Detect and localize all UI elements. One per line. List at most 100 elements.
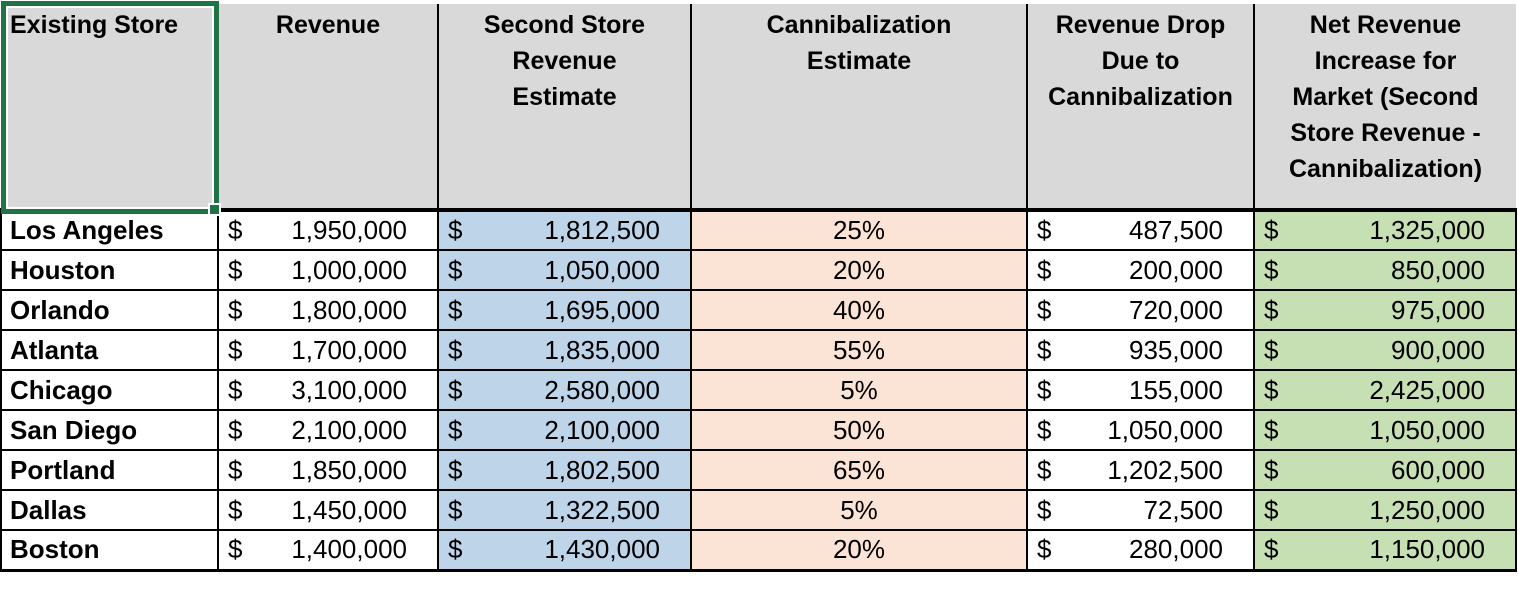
cell-cannibalization-estimate[interactable]: 25% [690,209,1028,251]
cell-net-revenue-increase-value: 1,150,000 [1369,534,1485,565]
cell-second-store-revenue-value: 1,812,500 [544,215,660,245]
cell-net-revenue-increase-value: 600,000 [1391,454,1485,485]
cell-net-revenue-increase[interactable]: $1,050,000 [1253,409,1517,451]
cell-net-revenue-increase[interactable]: $1,150,000 [1253,529,1517,572]
currency-symbol: $ [448,534,463,565]
cell-revenue[interactable]: $3,100,000 [217,369,439,411]
cell-revenue-drop[interactable]: $72,500 [1026,489,1255,531]
currency-symbol: $ [228,254,243,285]
cell-net-revenue-increase-value: 900,000 [1391,334,1485,365]
cell-cannibalization-estimate[interactable]: 20% [690,529,1028,572]
cell-net-revenue-increase[interactable]: $1,250,000 [1253,489,1517,531]
cell-revenue-value: 2,100,000 [291,414,407,445]
cell-net-revenue-increase[interactable]: $600,000 [1253,449,1517,491]
currency-symbol: $ [448,215,463,245]
cell-net-revenue-increase[interactable]: $900,000 [1253,329,1517,371]
cell-revenue-drop[interactable]: $200,000 [1026,249,1255,291]
table-row: Chicago $3,100,000 $2,580,000 5% $155,000 $2,… [0,369,1517,411]
cell-second-store-revenue[interactable]: $1,695,000 [437,289,692,331]
cell-net-revenue-increase[interactable]: $850,000 [1253,249,1517,291]
currency-symbol: $ [1264,374,1279,405]
cell-net-revenue-increase[interactable]: $2,425,000 [1253,369,1517,411]
cell-revenue[interactable]: $1,700,000 [217,329,439,371]
cell-second-store-revenue[interactable]: $2,580,000 [437,369,692,411]
cell-cannibalization-estimate[interactable]: 50% [690,409,1028,451]
cell-cannibalization-estimate[interactable]: 5% [690,369,1028,411]
cell-second-store-revenue[interactable]: $1,812,500 [437,209,692,251]
cell-revenue-drop[interactable]: $280,000 [1026,529,1255,572]
cell-second-store-revenue-value: 1,835,000 [544,334,660,365]
cell-store-name[interactable]: Portland [0,449,219,491]
cell-second-store-revenue[interactable]: $1,835,000 [437,329,692,371]
cell-revenue-value: 1,850,000 [291,454,407,485]
cell-cannibalization-estimate[interactable]: 20% [690,249,1028,291]
header-cannibalization-estimate[interactable]: Cannibalization Estimate [690,4,1028,212]
cell-second-store-revenue-value: 1,430,000 [544,534,660,565]
cell-cannibalization-estimate[interactable]: 65% [690,449,1028,491]
cell-store-name[interactable]: San Diego [0,409,219,451]
cell-revenue[interactable]: $1,450,000 [217,489,439,531]
header-revenue-drop[interactable]: Revenue Drop Due to Cannibalization [1026,4,1255,212]
cell-store-name[interactable]: Atlanta [0,329,219,371]
cell-cannibalization-estimate[interactable]: 40% [690,289,1028,331]
table-row: Los Angeles $1,950,000 $1,812,500 25% $487,5… [0,209,1517,251]
cell-net-revenue-increase[interactable]: $975,000 [1253,289,1517,331]
cell-revenue-drop[interactable]: $487,500 [1026,209,1255,251]
cell-store-name[interactable]: Houston [0,249,219,291]
header-second-store-revenue-estimate[interactable]: Second Store Revenue Estimate [437,4,692,212]
cell-revenue-drop[interactable]: $720,000 [1026,289,1255,331]
currency-symbol: $ [1037,254,1052,285]
cell-net-revenue-increase-value: 975,000 [1391,294,1485,325]
cell-store-name[interactable]: Dallas [0,489,219,531]
cell-revenue[interactable]: $1,850,000 [217,449,439,491]
cell-cannibalization-estimate[interactable]: 55% [690,329,1028,371]
currency-symbol: $ [1264,454,1279,485]
cell-store-name[interactable]: Boston [0,529,219,572]
cell-revenue[interactable]: $1,400,000 [217,529,439,572]
currency-symbol: $ [448,254,463,285]
cell-revenue-drop[interactable]: $935,000 [1026,329,1255,371]
cell-second-store-revenue[interactable]: $2,100,000 [437,409,692,451]
currency-symbol: $ [448,334,463,365]
cannibalization-analysis-table: Existing Store Revenue Second Store Reve… [0,4,1517,572]
currency-symbol: $ [448,494,463,525]
cell-second-store-revenue[interactable]: $1,802,500 [437,449,692,491]
header-existing-store[interactable]: Existing Store [1,4,219,212]
cell-revenue-value: 1,450,000 [291,494,407,525]
cell-net-revenue-increase[interactable]: $1,325,000 [1253,209,1517,251]
table-row: San Diego $2,100,000 $2,100,000 50% $1,050,0… [0,409,1517,451]
currency-symbol: $ [448,374,463,405]
cell-revenue-value: 1,700,000 [291,334,407,365]
cell-second-store-revenue[interactable]: $1,430,000 [437,529,692,572]
currency-symbol: $ [1037,454,1052,485]
currency-symbol: $ [1037,414,1052,445]
table-body: Los Angeles $1,950,000 $1,812,500 25% $487,5… [0,209,1517,572]
cell-revenue-drop[interactable]: $155,000 [1026,369,1255,411]
cell-revenue-drop-value: 720,000 [1129,294,1223,325]
cell-second-store-revenue-value: 2,100,000 [544,414,660,445]
cell-revenue-drop[interactable]: $1,050,000 [1026,409,1255,451]
header-net-revenue-increase[interactable]: Net Revenue Increase for Market (Second … [1253,4,1516,212]
cell-store-name[interactable]: Orlando [0,289,219,331]
currency-symbol: $ [1264,215,1279,245]
cell-second-store-revenue[interactable]: $1,050,000 [437,249,692,291]
cell-second-store-revenue[interactable]: $1,322,500 [437,489,692,531]
cell-store-name[interactable]: Chicago [0,369,219,411]
cell-revenue[interactable]: $1,800,000 [217,289,439,331]
cell-revenue-drop[interactable]: $1,202,500 [1026,449,1255,491]
cell-revenue[interactable]: $1,000,000 [217,249,439,291]
cell-revenue[interactable]: $2,100,000 [217,409,439,451]
fill-handle[interactable] [208,203,221,216]
table-row: Atlanta $1,700,000 $1,835,000 55% $935,000 $9… [0,329,1517,371]
currency-symbol: $ [448,294,463,325]
cell-cannibalization-estimate[interactable]: 5% [690,489,1028,531]
cell-revenue-drop-value: 1,202,500 [1107,454,1223,485]
cell-store-name[interactable]: Los Angeles [0,209,219,251]
cell-revenue[interactable]: $1,950,000 [217,209,439,251]
currency-symbol: $ [1264,494,1279,525]
header-revenue[interactable]: Revenue [217,4,439,212]
currency-symbol: $ [1037,494,1052,525]
table-header-row: Existing Store Revenue Second Store Reve… [1,4,1516,212]
cell-revenue-value: 1,950,000 [291,215,407,245]
